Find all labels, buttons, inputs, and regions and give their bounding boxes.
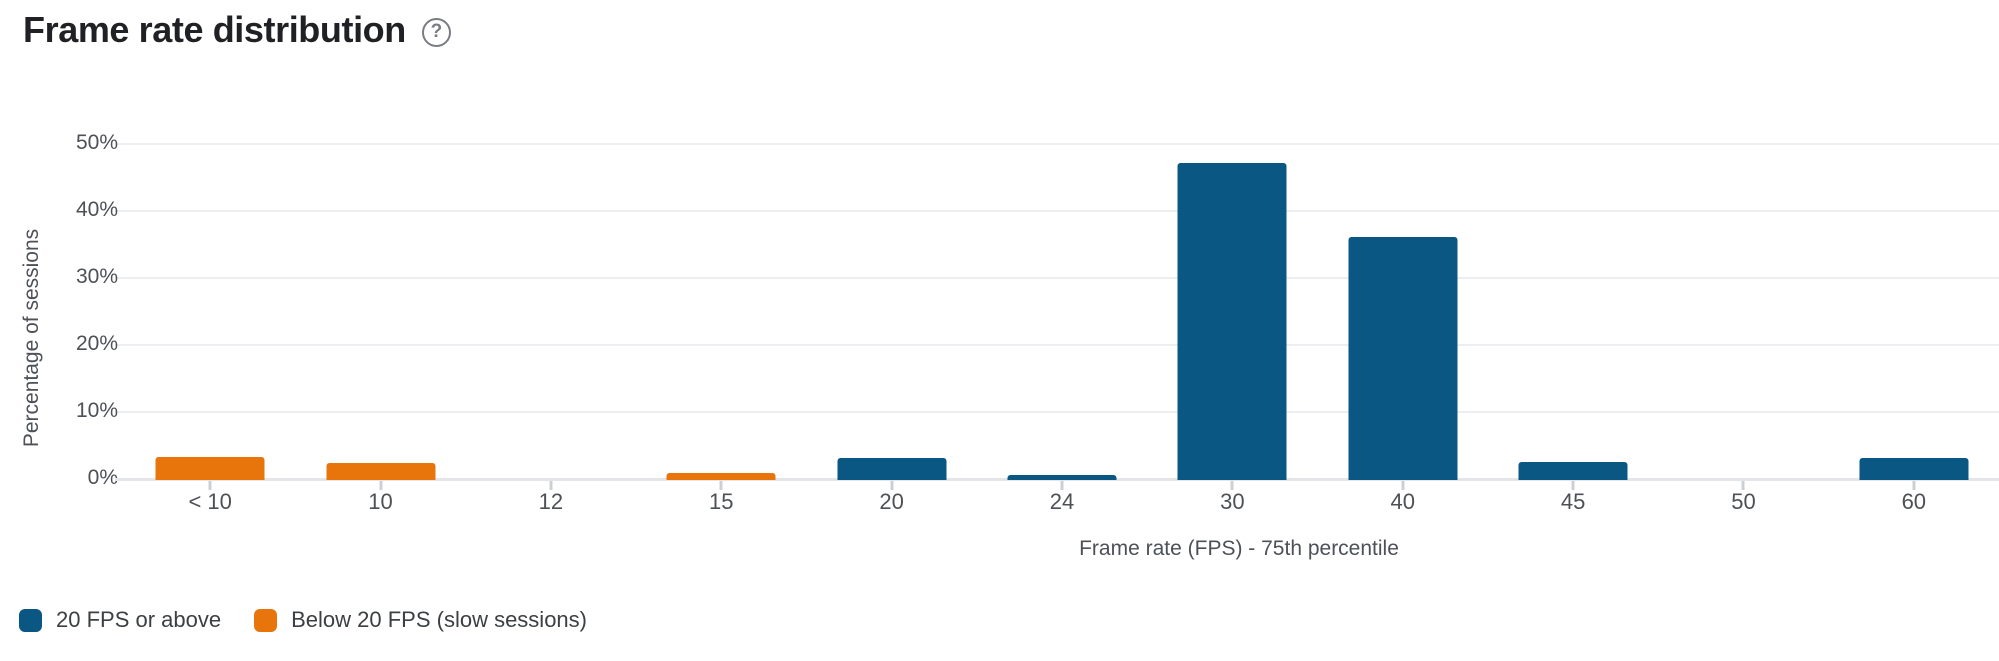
gridline-40% (115, 210, 1999, 212)
x-tick-label-45: 45 (1560, 489, 1586, 514)
x-tick (890, 481, 894, 490)
legend-item-0[interactable]: 20 FPS or above (19, 607, 221, 633)
y-tick-label: 20% (75, 332, 118, 355)
x-tick (549, 481, 553, 490)
bar-10[interactable] (326, 463, 436, 480)
bar-60[interactable] (1859, 457, 1969, 480)
gridline-20% (115, 344, 1999, 346)
bar-30[interactable] (1177, 163, 1287, 480)
x-tick (719, 481, 723, 490)
x-tick-label-12: 12 (538, 489, 564, 514)
x-tick-label-<10: < 10 (188, 489, 232, 514)
bar-20[interactable] (837, 457, 947, 480)
x-tick (1912, 481, 1916, 490)
page-title: Frame rate distribution (23, 9, 406, 50)
bar-24[interactable] (1007, 475, 1117, 480)
y-tick-label: 30% (75, 265, 118, 288)
y-tick-label: 50% (75, 131, 118, 154)
chart-header: Frame rate distribution ? (23, 8, 451, 52)
x-tick-label-40: 40 (1390, 489, 1415, 514)
x-tick (1401, 481, 1405, 490)
legend-label: 20 FPS or above (56, 607, 222, 632)
bar-column-50 (1658, 143, 1828, 478)
x-tick (1060, 481, 1064, 490)
legend-swatch-icon (254, 608, 278, 632)
bar-40[interactable] (1348, 236, 1458, 480)
plot-area (115, 143, 1999, 480)
gridline-50% (115, 143, 1999, 145)
x-tick (1741, 481, 1745, 490)
chart-legend: 20 FPS or above Below 20 FPS (slow sessio… (19, 607, 587, 633)
bar-column-45 (1488, 143, 1658, 480)
bar-column-24 (977, 143, 1147, 480)
bar-column-60 (1829, 143, 1999, 480)
x-tick-label-10: 10 (368, 489, 393, 514)
bar-column-<10 (125, 143, 295, 480)
x-tick-label-60: 60 (1901, 489, 1927, 514)
bar-45[interactable] (1518, 461, 1628, 480)
bar-column-30 (1147, 143, 1317, 480)
y-tick-label: 0% (87, 466, 118, 489)
legend-label: Below 20 FPS (slow sessions) (291, 607, 587, 632)
x-tick (1230, 481, 1234, 490)
bar-<10[interactable] (155, 456, 265, 480)
bar-15[interactable] (666, 473, 776, 480)
x-tick-label-50: 50 (1731, 489, 1756, 514)
gridline-10% (115, 411, 1999, 413)
bar-column-15 (636, 143, 806, 480)
y-tick-label: 40% (75, 198, 118, 221)
x-tick (1571, 481, 1575, 490)
x-tick (208, 481, 212, 490)
y-tick-label: 10% (75, 399, 118, 422)
x-tick-label-15: 15 (709, 489, 734, 514)
x-tick-label-20: 20 (879, 489, 904, 514)
bar-column-40 (1318, 143, 1488, 480)
gridline-30% (115, 277, 1999, 279)
bar-column-12 (466, 143, 636, 478)
help-icon[interactable]: ? (421, 17, 451, 47)
x-tick (379, 481, 383, 490)
x-tick-label-24: 24 (1049, 489, 1075, 514)
x-axis-title: Frame rate (FPS) - 75th percentile (1079, 537, 1399, 560)
bar-column-20 (806, 143, 976, 480)
x-tick-label-30: 30 (1220, 489, 1245, 514)
legend-item-1[interactable]: Below 20 FPS (slow sessions) (254, 607, 587, 633)
legend-swatch-icon (19, 608, 42, 632)
bar-column-10 (295, 143, 465, 480)
